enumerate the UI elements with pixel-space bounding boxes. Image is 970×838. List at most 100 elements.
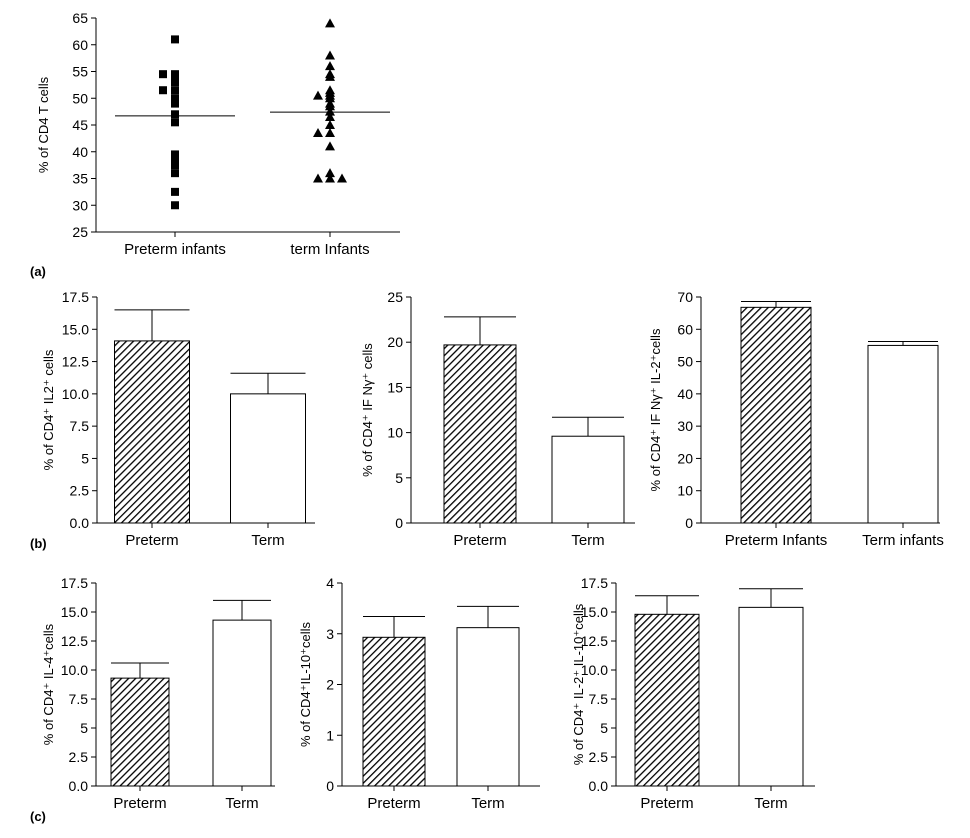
c3-y-tick-label: 17.5	[581, 575, 608, 591]
a1-point	[159, 70, 167, 79]
a1-point	[313, 90, 323, 100]
b2-y-tick-label: 0	[395, 515, 403, 531]
b3-y-tick-label: 30	[677, 418, 693, 434]
a1-point	[171, 155, 179, 164]
c1-category-label: Term	[225, 795, 258, 812]
b1-y-tick-label: 5	[81, 450, 89, 466]
b1-y-tick-label: 12.5	[62, 354, 89, 370]
a1-point	[325, 93, 335, 103]
b3-y-axis-label: % of CD4⁺ IF Nγ⁺ IL-2⁺cells	[648, 328, 663, 491]
a1-point	[325, 128, 335, 138]
b1-bar	[230, 393, 306, 524]
c3-category-label: Preterm	[640, 795, 693, 812]
a1-point	[325, 141, 335, 151]
a1-point	[325, 101, 335, 111]
c1-y-tick-label: 17.5	[61, 575, 88, 591]
b1-y-axis-label: % of CD4⁺ IL2⁺ cells	[41, 349, 56, 470]
a1-point	[325, 173, 335, 183]
c1-category-label: Preterm	[113, 795, 166, 812]
c1-y-tick-label: 12.5	[61, 633, 88, 649]
c2-y-tick-label: 4	[326, 575, 334, 591]
b2-y-axis-label: % of CD4⁺ IF Nγ⁺ cells	[360, 343, 375, 477]
a1-point	[313, 128, 323, 138]
b2-y-tick-label: 15	[387, 379, 403, 395]
b3-bar	[740, 306, 812, 524]
a1-point	[325, 61, 335, 71]
a1-category-label: Preterm infants	[124, 241, 226, 258]
b3-y-tick-label: 60	[677, 321, 693, 337]
a1-point	[325, 168, 335, 178]
a1-point	[171, 94, 179, 103]
c3-y-tick-label: 12.5	[581, 633, 608, 649]
c2-y-tick-label: 1	[326, 727, 334, 743]
c1-y-tick-label: 2.5	[69, 749, 89, 765]
c2-y-tick-label: 2	[326, 677, 334, 693]
a1-category-label: term Infants	[290, 241, 369, 258]
b3-y-tick-label: 20	[677, 450, 693, 466]
c3-category-label: Term	[754, 795, 787, 812]
a1-point	[171, 72, 179, 81]
b2-y-tick-label: 25	[387, 289, 403, 305]
c1-bar	[110, 677, 170, 787]
panel-label-b: (b)	[30, 536, 47, 551]
c2-bar	[362, 636, 426, 787]
b2-category-label: Term	[571, 532, 604, 549]
a1-y-tick-label: 65	[72, 10, 88, 26]
b2-y-tick-label: 10	[387, 425, 403, 441]
b3-y-tick-label: 50	[677, 354, 693, 370]
a1-point	[171, 118, 179, 127]
b3-y-tick-label: 10	[677, 483, 693, 499]
b2-y-tick-label: 20	[387, 334, 403, 350]
a1-point	[337, 173, 347, 183]
a1-y-tick-label: 45	[72, 117, 88, 133]
b1-y-tick-label: 0.0	[70, 515, 90, 531]
b3-y-tick-label: 70	[677, 289, 693, 305]
b1-y-tick-label: 2.5	[70, 483, 90, 499]
a1-point	[313, 173, 323, 183]
c1-y-tick-label: 7.5	[69, 691, 89, 707]
c1-y-axis-label: % of CD4⁺ IL-4⁺cells	[41, 623, 56, 745]
a1-y-tick-label: 40	[72, 144, 88, 160]
b3-bar	[867, 344, 939, 524]
c2-y-tick-label: 0	[326, 778, 334, 794]
b1-bar	[114, 340, 190, 524]
c2-category-label: Preterm	[367, 795, 420, 812]
a1-y-tick-label: 35	[72, 171, 88, 187]
a1-point	[171, 201, 179, 210]
c1-y-tick-label: 0.0	[69, 778, 89, 794]
b1-y-tick-label: 15.0	[62, 321, 89, 337]
c3-y-axis-label: % of CD4⁺ IL-2⁺ IL-10⁺cells	[571, 603, 586, 765]
b3-y-tick-label: 40	[677, 386, 693, 402]
b1-y-tick-label: 17.5	[62, 289, 89, 305]
b1-category-label: Term	[251, 532, 284, 549]
c3-bar	[634, 613, 700, 787]
c3-y-tick-label: 7.5	[589, 691, 609, 707]
c1-y-tick-label: 10.0	[61, 662, 88, 678]
c3-y-tick-label: 10.0	[581, 662, 608, 678]
a1-point	[171, 35, 179, 44]
a1-y-tick-label: 60	[72, 37, 88, 53]
a1-point	[171, 169, 179, 178]
a1-point	[171, 187, 179, 196]
c2-y-tick-label: 3	[326, 626, 334, 642]
a1-point	[171, 78, 179, 87]
a1-point	[325, 120, 335, 129]
c3-y-tick-label: 15.0	[581, 604, 608, 620]
b3-category-label: Preterm Infants	[725, 532, 828, 549]
panel-label-c: (c)	[30, 809, 46, 824]
c2-bar	[456, 627, 520, 787]
c2-category-label: Term	[471, 795, 504, 812]
a1-y-tick-label: 30	[72, 197, 88, 213]
a1-point	[325, 18, 335, 28]
b1-category-label: Preterm	[125, 532, 178, 549]
b2-bar	[443, 344, 517, 524]
a1-point	[171, 161, 179, 170]
c2-y-axis-label: % of CD4⁺IL-10⁺cells	[298, 622, 313, 747]
c1-bar	[212, 619, 272, 787]
c3-y-tick-label: 2.5	[589, 749, 609, 765]
b2-category-label: Preterm	[453, 532, 506, 549]
c3-bar	[738, 606, 804, 787]
b2-y-tick-label: 5	[395, 470, 403, 486]
a1-point	[159, 86, 167, 95]
